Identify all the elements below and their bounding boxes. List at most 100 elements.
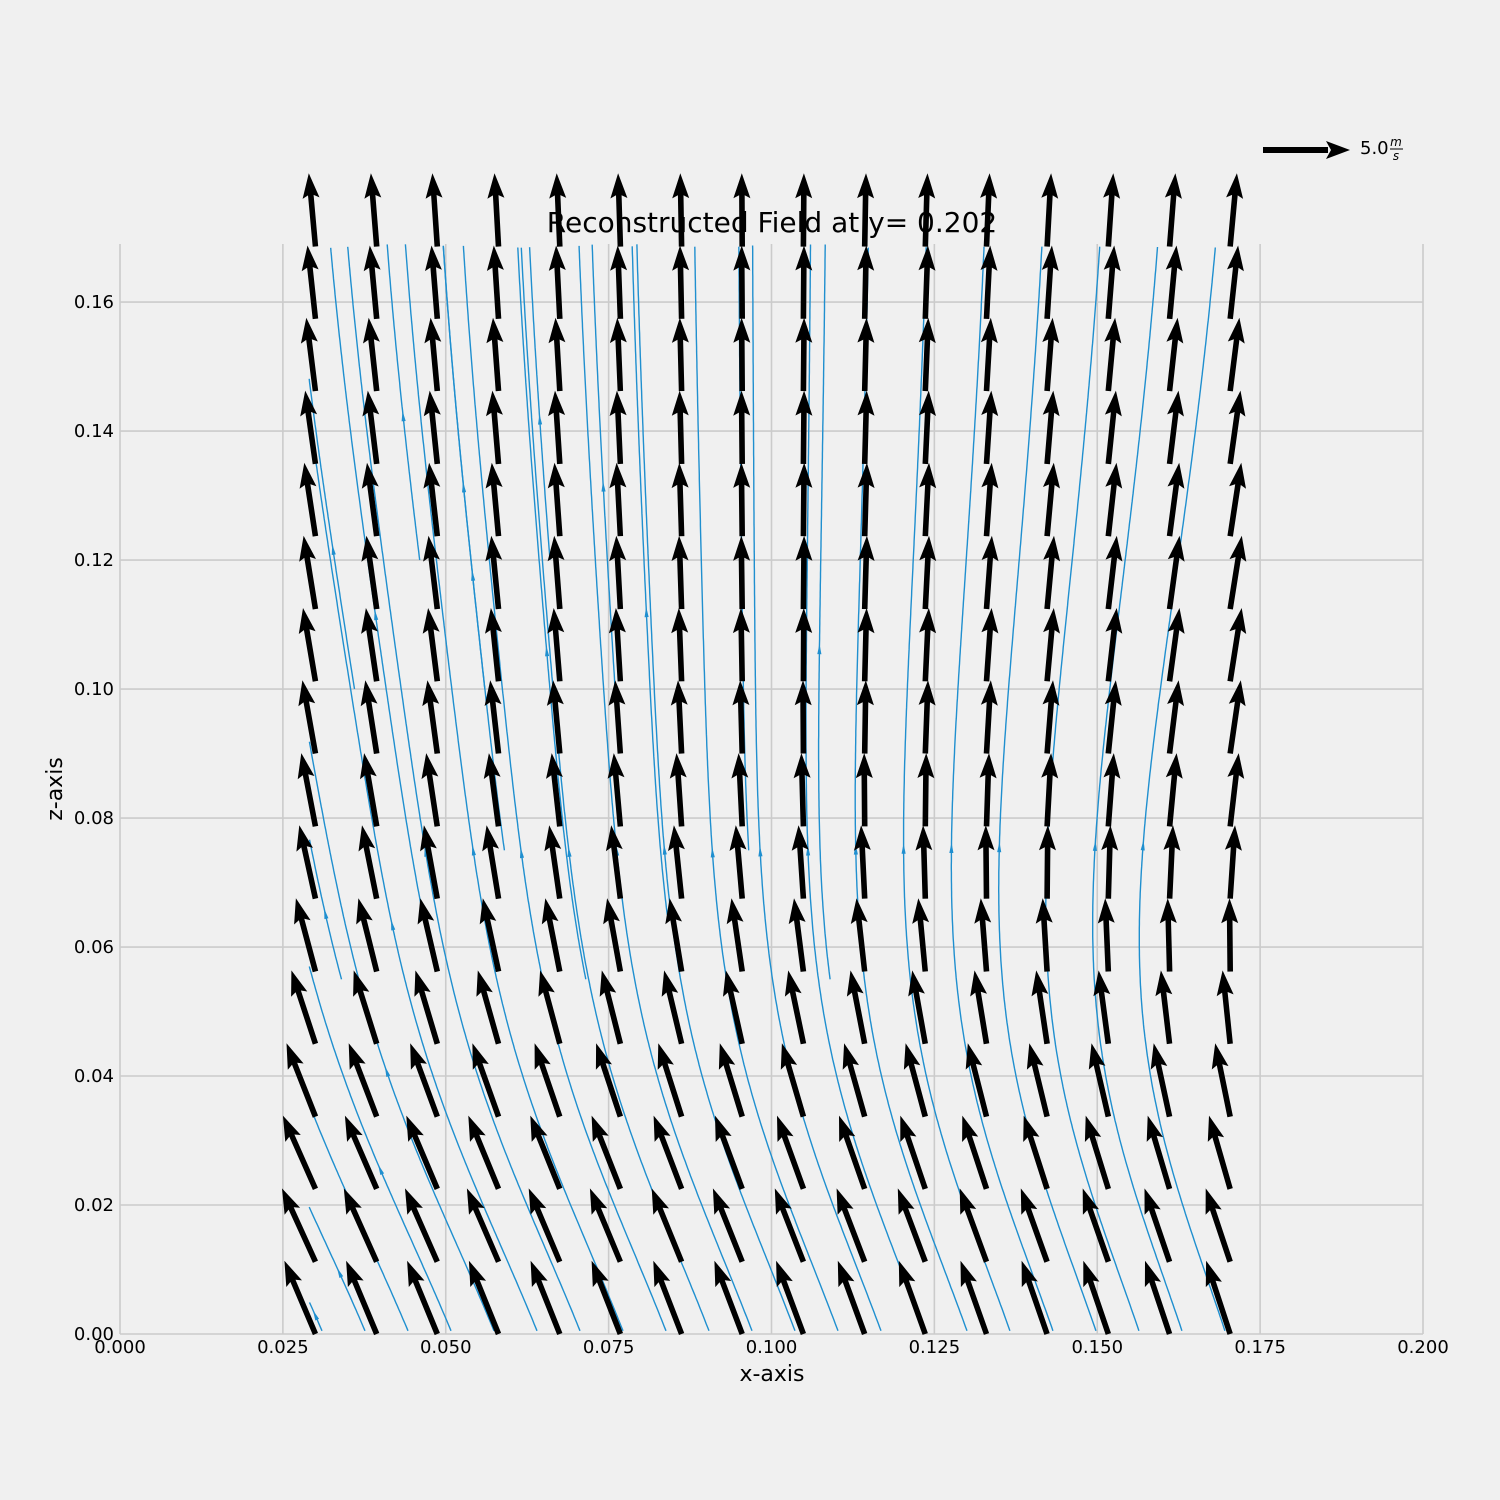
quiver-arrow — [362, 390, 380, 465]
quiver-arrow — [363, 245, 381, 320]
quiver-arrow — [423, 462, 441, 537]
quiver-arrow — [1159, 898, 1177, 972]
quiver-arrow — [530, 1115, 563, 1190]
quiver-arrow — [603, 898, 624, 972]
streamline-arrow — [384, 1066, 391, 1077]
quiver-arrow — [546, 680, 564, 754]
quiver-arrow — [718, 1043, 745, 1118]
quiver-arrow — [903, 1043, 928, 1118]
quiver-arrow — [1216, 970, 1234, 1045]
x-axis-label: x-axis — [739, 1362, 804, 1387]
quiver-arrow — [486, 245, 504, 319]
quiver-arrow — [547, 608, 565, 682]
quiver-arrow — [1227, 535, 1247, 610]
quiver-arrow — [670, 680, 688, 754]
quiver-arrow — [672, 245, 690, 319]
y-tick-label: 0.00 — [74, 1324, 114, 1345]
streamline — [694, 246, 839, 1332]
quiver-arrow — [1166, 680, 1184, 754]
quiver-arrow — [1164, 173, 1182, 247]
quiver-arrow — [530, 1260, 563, 1335]
quiver-arrow — [344, 1115, 380, 1190]
quiver-arrow — [407, 1260, 440, 1336]
quiver-arrow — [410, 1043, 440, 1118]
quiver-arrow — [610, 245, 628, 319]
quiver-arrow — [1144, 1260, 1173, 1335]
streamline-arrow — [401, 410, 406, 422]
quiver-arrow — [1144, 1188, 1173, 1263]
quiver-arrow — [549, 173, 567, 247]
quiver-key-unit-denominator: s — [1393, 149, 1399, 163]
quiver-arrow — [482, 825, 502, 900]
quiver-arrow — [468, 1115, 502, 1190]
streamline-arrow — [391, 919, 396, 931]
streamline-arrow — [644, 606, 649, 618]
quiver-arrow — [665, 898, 685, 972]
streamline-arrow — [462, 481, 467, 493]
streamline — [386, 244, 421, 561]
quiver-arrow — [857, 535, 875, 610]
streamline — [751, 245, 882, 1332]
quiver-arrow — [1165, 753, 1183, 827]
quiver-arrow — [959, 1188, 990, 1263]
quiver-arrow — [980, 245, 998, 319]
quiver-arrow — [853, 825, 871, 899]
quiver-arrow — [487, 173, 505, 247]
quiver-arrow — [421, 753, 440, 827]
streamline — [308, 966, 452, 1332]
quiver-arrow — [422, 608, 441, 682]
quiver-arrow — [918, 245, 936, 319]
quiver-arrow — [1166, 390, 1184, 465]
quiver-arrow — [422, 680, 441, 754]
quiver-arrow — [795, 317, 813, 392]
quiver-arrow — [423, 390, 441, 465]
quiver-arrow — [466, 1188, 502, 1263]
quiver-arrow — [733, 535, 751, 610]
streamline-arrow — [1140, 839, 1145, 851]
quiver-arrow — [1104, 680, 1122, 754]
x-tick-label: 0.175 — [1234, 1337, 1286, 1358]
quiver-arrow — [1227, 608, 1247, 682]
quiver-arrow — [981, 462, 999, 537]
x-tick-label: 0.150 — [1071, 1337, 1123, 1358]
quiver-arrow — [282, 1188, 318, 1263]
x-tick-label: 0.125 — [909, 1337, 961, 1358]
quiver-arrow — [360, 680, 380, 754]
quiver-arrow — [1227, 317, 1245, 392]
quiver-arrow — [286, 1043, 319, 1118]
quiver-arrow — [1163, 825, 1181, 899]
streamline-arrow — [662, 844, 667, 855]
quiver-arrow — [1043, 535, 1061, 610]
quiver-arrow — [837, 1260, 868, 1335]
streamline-arrow — [817, 643, 822, 655]
quiver-arrow — [425, 173, 443, 247]
quiver-arrow — [980, 317, 998, 392]
quiver-arrow — [1227, 753, 1245, 827]
quiver-arrow — [1020, 1188, 1050, 1263]
y-tick-label: 0.12 — [74, 550, 114, 571]
quiver-arrow — [548, 390, 566, 465]
streamline — [404, 244, 624, 1332]
quiver-arrow — [791, 825, 809, 899]
quiver-arrow — [729, 825, 747, 899]
quiver-arrow — [284, 1260, 318, 1336]
y-tick-label: 0.10 — [74, 679, 114, 700]
quiver-arrow — [784, 970, 807, 1045]
quiver-arrow — [548, 245, 566, 319]
quiver-arrow — [1042, 390, 1060, 465]
streamline-arrow — [949, 842, 954, 853]
y-tick-label: 0.14 — [74, 421, 114, 442]
quiver-arrow — [300, 390, 319, 465]
quiver-arrow — [1207, 1115, 1233, 1190]
quiver-arrow — [979, 753, 997, 827]
quiver-arrow — [547, 535, 565, 610]
quiver-arrow — [1097, 898, 1115, 972]
quiver-arrow — [356, 898, 380, 973]
streamline — [442, 245, 486, 690]
quiver-arrow — [485, 608, 502, 682]
quiver-arrow — [608, 680, 626, 754]
streamline — [462, 245, 667, 1332]
quiver-arrow — [795, 608, 813, 682]
quiver-arrow — [1150, 1043, 1173, 1118]
quiver-arrow — [712, 1188, 745, 1263]
